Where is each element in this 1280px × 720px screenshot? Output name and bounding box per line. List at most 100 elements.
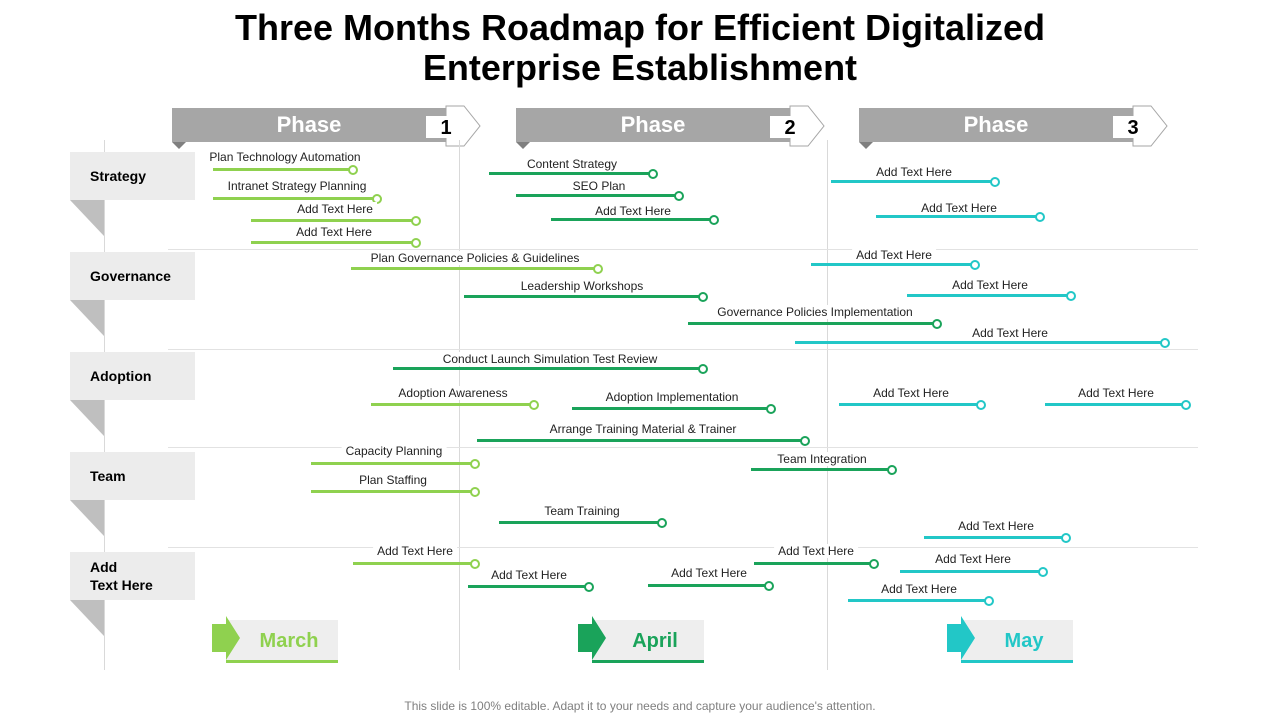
- task-bar: [311, 462, 475, 465]
- category-label: Adoption: [90, 368, 152, 384]
- task-bar: [754, 562, 874, 565]
- month-divider-line: [827, 140, 828, 670]
- task-bar: [468, 585, 589, 588]
- month-box: [226, 620, 338, 662]
- phase-label: Phase: [620, 112, 686, 137]
- category-adoption: Adoption: [70, 352, 195, 400]
- task-bar: [907, 294, 1071, 297]
- task-bar: [351, 267, 598, 270]
- task-end-dot-icon: [411, 237, 421, 248]
- category-fold-icon: [70, 300, 104, 336]
- title-line-1: Three Months Roadmap for Efficient Digit…: [234, 7, 1046, 48]
- task-end-dot-icon: [411, 215, 421, 226]
- task-label: Add Text Here: [877, 582, 961, 596]
- task-end-dot-icon: [584, 581, 594, 592]
- task-bar: [648, 584, 769, 587]
- task-end-dot-icon: [976, 399, 986, 410]
- task-end-dot-icon: [800, 435, 810, 446]
- category-fold-icon: [70, 200, 104, 236]
- task-label: Add Text Here: [872, 165, 956, 179]
- row-divider-line: [168, 349, 1198, 350]
- task-end-dot-icon: [593, 263, 603, 274]
- task-label: Add Text Here: [954, 519, 1038, 533]
- task-end-dot-icon: [766, 403, 776, 414]
- task-label: Governance Policies Implementation: [713, 305, 917, 319]
- task-bar: [572, 407, 771, 410]
- task-end-dot-icon: [887, 464, 897, 475]
- task-bar: [251, 219, 416, 222]
- category-label: Strategy: [90, 168, 147, 184]
- month-marker-may: May: [947, 614, 1087, 664]
- task-end-dot-icon: [674, 190, 684, 201]
- phase-number: 3: [1113, 116, 1153, 139]
- task-label: Adoption Implementation: [601, 390, 743, 404]
- task-label: Add Text Here: [1074, 386, 1158, 400]
- month-box: [961, 620, 1073, 662]
- month-arrow-icon: [212, 616, 240, 660]
- task-bar: [311, 490, 475, 493]
- task-end-dot-icon: [1160, 337, 1170, 348]
- category-fold-icon: [70, 500, 104, 536]
- task-label: Conduct Launch Simulation Test Review: [438, 352, 662, 366]
- row-divider-line: [168, 249, 1198, 250]
- task-label: Add Text Here: [852, 248, 936, 262]
- task-label: SEO Plan: [568, 179, 630, 193]
- title-line-2: Enterprise Establishment: [422, 47, 858, 88]
- task-end-dot-icon: [970, 259, 980, 270]
- phase-bar: [859, 108, 1133, 142]
- task-bar: [251, 241, 416, 244]
- task-end-dot-icon: [470, 458, 480, 469]
- task-bar: [393, 367, 703, 370]
- category-label-line-1: Add: [90, 559, 118, 575]
- task-end-dot-icon: [1038, 566, 1048, 577]
- task-label: Plan Technology Automation: [205, 150, 365, 164]
- task-bar: [353, 562, 475, 565]
- month-arrow-icon: [578, 616, 606, 660]
- task-label: Arrange Training Material & Trainer: [545, 422, 741, 436]
- category-governance: Governance: [70, 252, 195, 300]
- phase-label: Phase: [276, 112, 342, 137]
- category-axis-line: [104, 140, 105, 670]
- task-label: Add Text Here: [968, 326, 1052, 340]
- task-bar: [924, 536, 1066, 539]
- footer-note: This slide is 100% editable. Adapt it to…: [404, 699, 876, 713]
- task-label: Add Text Here: [917, 201, 1001, 215]
- task-bar: [811, 263, 975, 266]
- month-underline: [226, 660, 338, 663]
- task-end-dot-icon: [869, 558, 879, 569]
- task-label: Capacity Planning: [341, 444, 447, 458]
- task-end-dot-icon: [1066, 290, 1076, 301]
- task-label: Add Text Here: [931, 552, 1015, 566]
- task-bar: [477, 439, 805, 442]
- task-end-dot-icon: [470, 486, 480, 497]
- task-bar: [848, 599, 989, 602]
- task-bar: [876, 215, 1040, 218]
- phase-number: 1: [426, 116, 466, 139]
- task-bar: [551, 218, 714, 221]
- task-bar: [499, 521, 662, 524]
- task-end-dot-icon: [1061, 532, 1071, 543]
- task-label: Plan Governance Policies & Guidelines: [366, 251, 584, 265]
- task-bar: [1045, 403, 1186, 406]
- month-underline: [961, 660, 1073, 663]
- phase-header-2: Phase 2: [516, 104, 826, 149]
- page-title: Three Months Roadmap for Efficient Digit…: [0, 8, 1280, 88]
- task-label: Content Strategy: [522, 157, 622, 171]
- month-label: April: [632, 630, 678, 652]
- task-label: Adoption Awareness: [394, 386, 512, 400]
- category-label-line-2: Text Here: [90, 577, 153, 593]
- task-label: Add Text Here: [591, 204, 675, 218]
- month-arrow-icon: [947, 616, 975, 660]
- task-label: Add Text Here: [869, 386, 953, 400]
- task-bar: [371, 403, 534, 406]
- phase-header-1: Phase 1: [172, 104, 482, 149]
- task-label: Team Integration: [773, 452, 871, 466]
- task-label: Add Text Here: [373, 544, 457, 558]
- task-bar: [213, 197, 377, 200]
- task-end-dot-icon: [648, 168, 658, 179]
- phase-header-3: Phase 3: [859, 104, 1169, 149]
- phase-number: 2: [770, 116, 810, 139]
- category-strategy: Strategy: [70, 152, 195, 200]
- task-label: Intranet Strategy Planning: [223, 179, 371, 193]
- task-label: Add Text Here: [667, 566, 751, 580]
